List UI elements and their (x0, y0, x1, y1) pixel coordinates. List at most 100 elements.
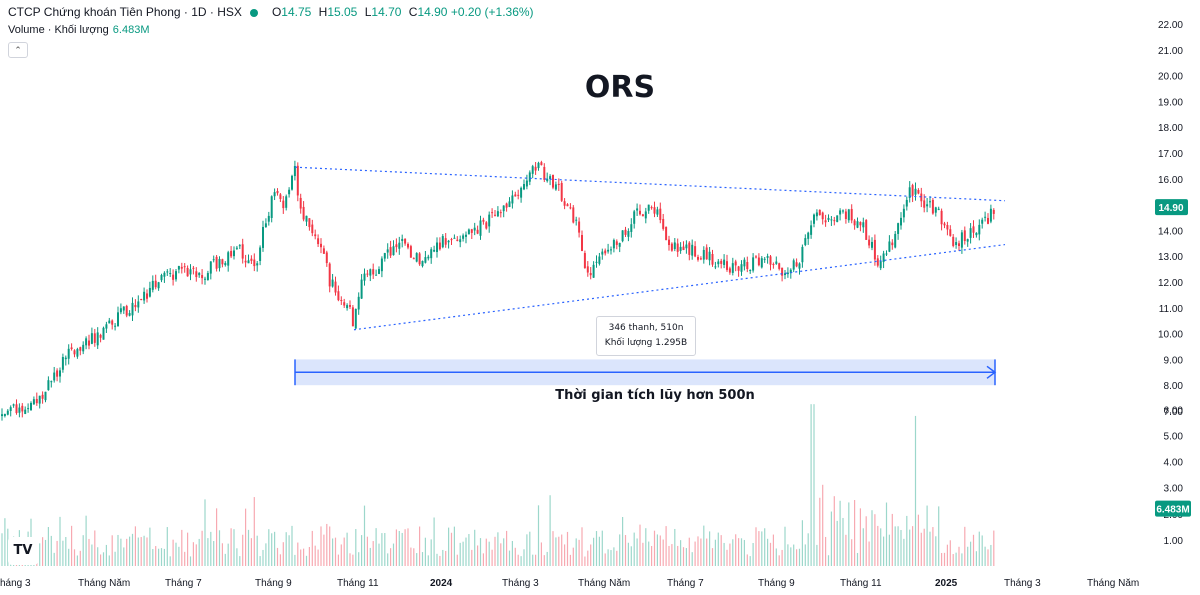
candle-body (670, 243, 673, 251)
volume-tick-label: 3.00 (1164, 484, 1184, 495)
candle-body (891, 242, 894, 246)
candle-body (117, 312, 119, 327)
low-value: 14.70 (371, 5, 402, 19)
candle-body (949, 229, 952, 236)
candle-body (792, 260, 795, 270)
volume-bar (453, 526, 455, 566)
collapse-legend-button[interactable]: ⌃ (8, 42, 28, 58)
volume-bar (894, 526, 896, 566)
volume-bar (564, 544, 566, 566)
volume-bar (929, 531, 931, 566)
price-tick-label: 22.00 (1158, 20, 1183, 31)
candle-body (206, 273, 209, 281)
candle-body (549, 176, 552, 180)
volume-bar (775, 548, 777, 566)
volume-bar (703, 525, 705, 566)
candle-body (862, 222, 865, 228)
volume-bar (4, 518, 6, 566)
candle-body (842, 210, 844, 212)
candle-body (818, 209, 821, 216)
volume-bar (912, 526, 914, 566)
volume-tick-label: 5.00 (1164, 432, 1184, 443)
volume-bar (848, 502, 850, 566)
candle-body (496, 211, 499, 217)
symbol-title[interactable]: CTCP Chứng khoán Tiên Phong · 1D · HSX (8, 5, 242, 19)
volume-bar (149, 527, 151, 566)
candle-body (615, 241, 618, 245)
candle-body (972, 226, 975, 233)
volume-bar (508, 550, 511, 566)
volume-bar (900, 530, 902, 566)
candle-body (618, 243, 621, 247)
time-tick-label: Tháng 9 (255, 578, 292, 589)
candle-body (931, 199, 934, 214)
volume-bar (726, 549, 728, 566)
price-tick-label: 19.00 (1158, 97, 1183, 108)
volume-bar (288, 535, 290, 566)
candle-body (424, 257, 427, 263)
candle-body (447, 240, 450, 243)
volume-bar (825, 536, 827, 566)
candle-body (479, 220, 482, 236)
candle-body (873, 239, 876, 260)
candle-body (227, 252, 230, 266)
candle-body (746, 262, 749, 270)
candle-body (569, 207, 572, 209)
volume-bar (372, 541, 374, 566)
candle-body (989, 208, 992, 222)
candle-body (122, 306, 125, 311)
candle-body (331, 279, 334, 287)
volume-bar (117, 534, 119, 566)
candle-body (392, 246, 395, 256)
candle-body (56, 370, 59, 377)
candle-body (926, 204, 929, 207)
candle-body (801, 246, 804, 263)
volume-bar (430, 539, 432, 566)
volume-bar (764, 528, 766, 566)
candle-body (201, 275, 204, 279)
volume-bar (395, 529, 397, 566)
volume-bar (346, 532, 348, 566)
volume-bar (482, 553, 484, 566)
candle-body (325, 252, 328, 264)
candle-body (349, 305, 351, 307)
time-tick-label: Tháng Năm (78, 578, 130, 589)
volume-bar (7, 528, 9, 566)
volume-bar (520, 556, 522, 566)
candle-body (685, 244, 688, 249)
high-value: 15.05 (327, 5, 358, 19)
tradingview-logo-icon[interactable]: TV (8, 537, 38, 565)
volume-bar (300, 549, 302, 566)
candle-body (595, 261, 598, 263)
candle-body (494, 214, 496, 216)
candle-body (734, 261, 737, 266)
volume-bar (326, 523, 328, 566)
candle-body (847, 209, 850, 221)
candle-body (798, 263, 801, 269)
candle-body (453, 237, 456, 239)
volume-bar (781, 549, 783, 566)
candle-body (482, 219, 485, 222)
volume-bar (935, 536, 937, 566)
candle-body (882, 253, 885, 263)
volume-bar (842, 517, 844, 566)
candle-body (859, 221, 862, 226)
volume-bar (688, 537, 690, 566)
candle-body (421, 260, 424, 267)
candle-body (401, 238, 404, 241)
candle-body (627, 231, 630, 237)
volume-bar (181, 529, 183, 566)
volume-bar (308, 546, 310, 566)
volume-bar (239, 556, 241, 566)
volume-bar (859, 508, 861, 566)
candle-body (644, 211, 647, 219)
candle-body (288, 189, 291, 195)
candle-body (769, 256, 772, 265)
candle-body (409, 246, 412, 258)
price-tick-label: 9.00 (1164, 355, 1184, 366)
candle-body (436, 242, 438, 253)
candle-body (641, 214, 644, 217)
volume-legend[interactable]: Volume · Khối lượng 6.483M (8, 24, 150, 36)
candle-body (554, 184, 557, 190)
